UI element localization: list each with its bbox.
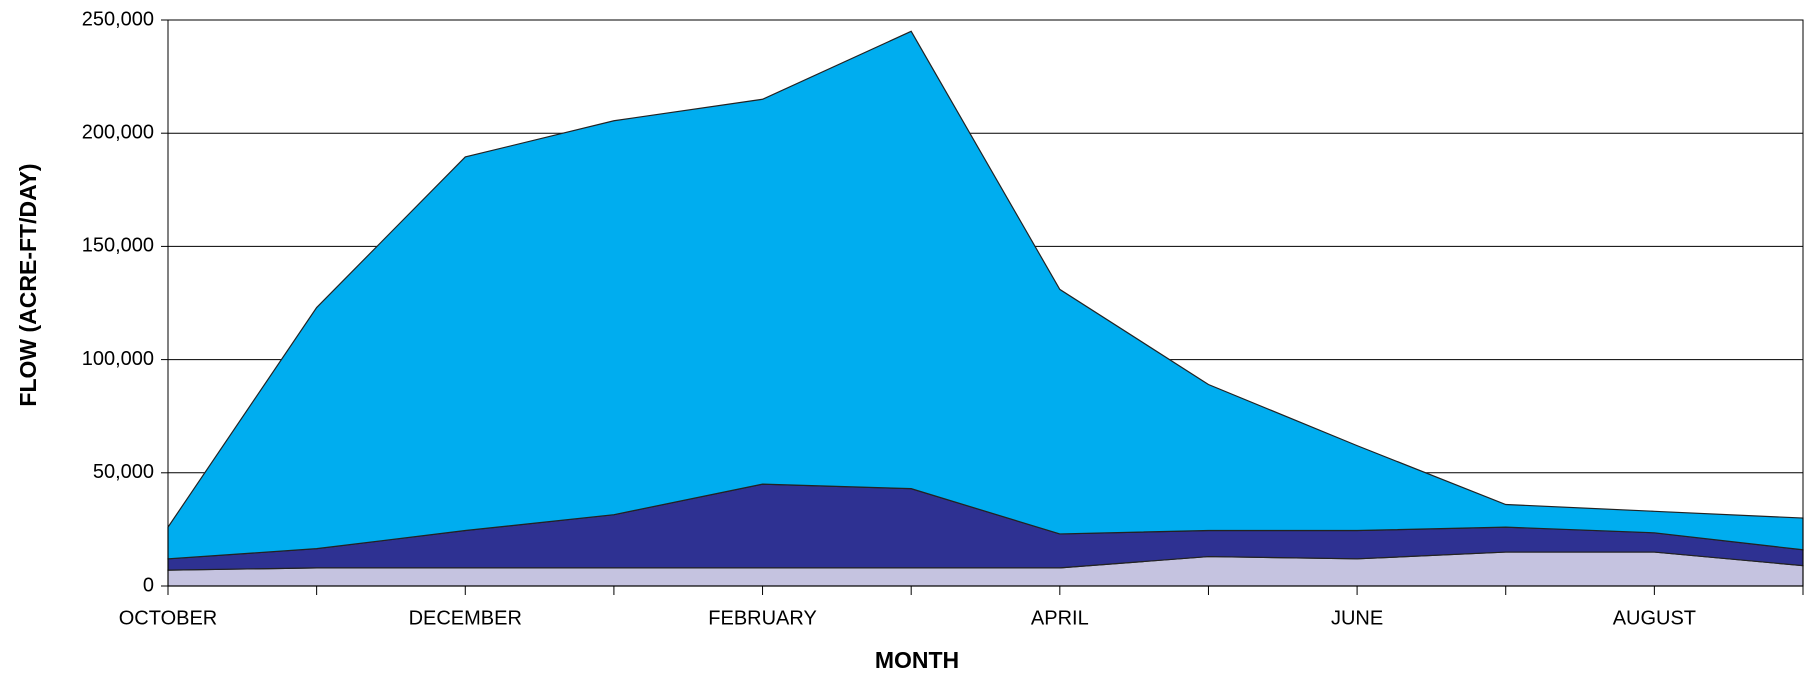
x-tick-label: APRIL: [1031, 607, 1089, 629]
x-tick-label: AUGUST: [1613, 607, 1696, 629]
y-tick-label: 250,000: [82, 8, 154, 30]
plot-frame: [167, 19, 1804, 587]
x-tick-label: FEBRUARY: [708, 607, 817, 629]
x-tick-label: JUNE: [1331, 607, 1383, 629]
y-tick-label: 50,000: [93, 461, 154, 483]
x-axis-label: MONTH: [875, 647, 959, 673]
y-tick-label: 100,000: [82, 348, 154, 370]
x-tick-label: OCTOBER: [119, 607, 218, 629]
area: [167, 30, 1804, 560]
y-tick-label: 200,000: [82, 121, 154, 143]
y-tick-label: 150,000: [82, 235, 154, 257]
y-axis-label: FLOW (ACRE-FT/DAY): [15, 163, 41, 406]
y-tick-label: 0: [143, 574, 154, 596]
x-tick-label: DECEMBER: [409, 607, 522, 629]
